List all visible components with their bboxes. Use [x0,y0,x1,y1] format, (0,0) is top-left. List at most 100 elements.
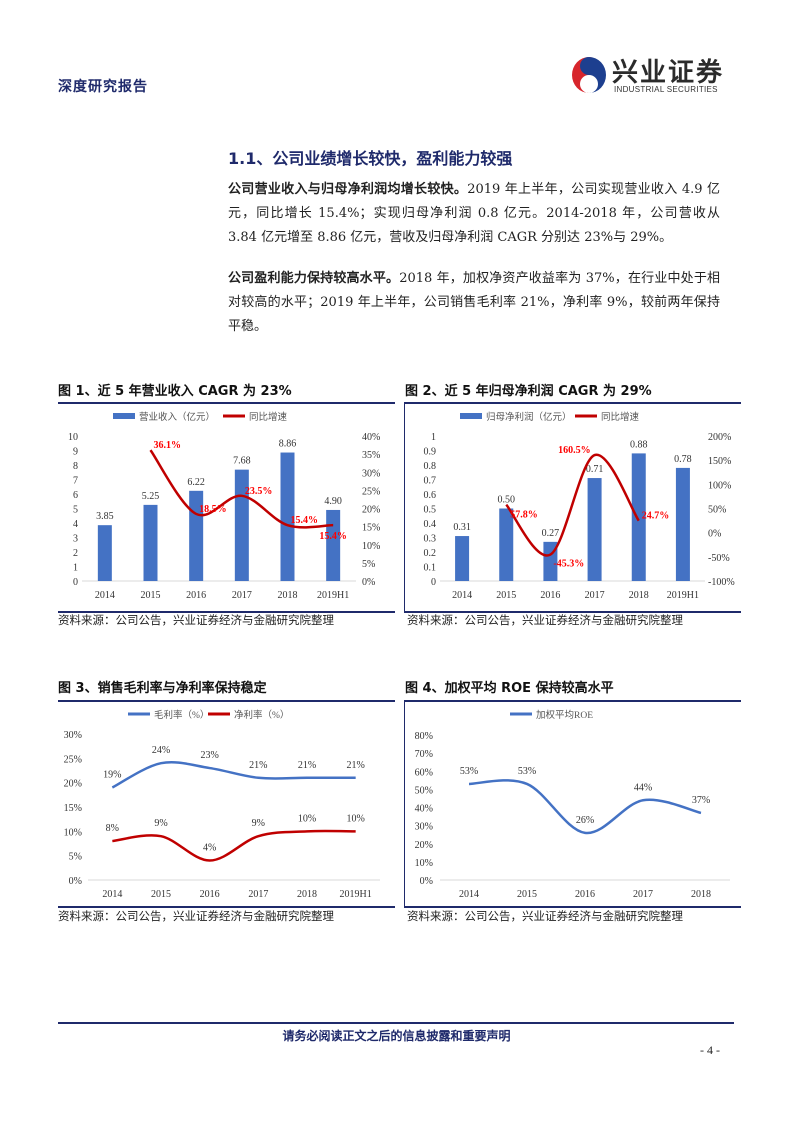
x-tick-label: 2018 [297,889,317,900]
line-data-label: 21% [346,760,364,771]
y-tick-label: 80% [415,731,433,742]
line-data-label: 26% [576,815,594,826]
y-tick-label: 0.2 [424,548,437,559]
line-data-label: 57.8% [510,510,538,521]
paragraph-revenue: 公司营业收入与归母净利润均增长较快。2019 年上半年，公司实现营业收入 4.9… [228,178,720,250]
line-data-label: 10% [298,813,316,824]
paragraph-body: 2019 年上半年，公司实现营业收入 4.9 亿元，同比增长 15.4%；实现归… [228,182,720,245]
x-tick-label: 2018 [691,889,711,900]
y-tick-label: 0.5 [424,505,437,516]
bar-data-label: 0.78 [674,454,692,465]
y-tick-label: 70% [415,749,433,760]
legend-label: 同比增速 [249,411,288,423]
figure-2-source: 资料来源：公司公告，兴业证券经济与金融研究院整理 [407,613,683,627]
bar-data-label: 0.31 [453,522,471,533]
line-data-label: 21% [249,760,267,771]
figure-2-chart: 0 0.1 0.2 0.3 0.4 0.5 0.6 0.7 0.8 0.9 1 -100% -50% 0%… [404,402,741,613]
paragraph-lead: 公司盈利能力保持较高水平。 [228,271,400,286]
bar-data-label: 4.90 [324,496,342,507]
legend-swatch-bar [113,413,135,419]
x-tick-label: 2019H1 [340,889,372,900]
y2-tick-label: 40% [362,432,380,443]
bar-data-label: 0.50 [498,495,516,506]
y-tick-label: 0.7 [424,476,437,487]
y-tick-label: 8 [73,461,78,472]
y-tick-label: 0.8 [424,461,437,472]
line-data-label: 10% [346,813,364,824]
line-data-label: 9% [252,818,265,829]
x-tick-label: 2014 [459,889,479,900]
bar [326,509,341,581]
bar [280,452,295,581]
bar [499,508,514,581]
logo-text-cn: 兴业证券 [612,58,725,88]
figure-3-source: 资料来源：公司公告，兴业证券经济与金融研究院整理 [58,909,334,923]
figure-1-chart: 0 1 2 3 4 5 6 7 8 9 10 0% 5% 10% 15% 20% 25% 30% 35% 40% 201… [58,402,395,613]
legend-label: 加权平均ROE [536,709,593,721]
x-tick-label: 2014 [452,590,472,601]
bar-data-label: 5.25 [142,491,160,502]
y-tick-label: 10% [64,827,82,838]
line-data-label: 23.5% [245,486,272,497]
y2-tick-label: 20% [362,505,380,516]
bar-data-label: 0.88 [630,439,648,450]
x-tick-label: 2018 [629,590,649,601]
roe-chart: 0% 10% 20% 30% 40% 50% 60% 70% 80% 2014 2015 2016 20… [415,709,730,900]
y-tick-label: 1 [73,563,78,574]
paragraph-profitability: 公司盈利能力保持较高水平。2018 年，加权净资产收益率为 37%，在行业中处于… [228,267,720,339]
series-line [112,829,356,862]
line-data-label: 9% [154,818,167,829]
legend-swatch-bar [460,413,482,419]
line-data-label: 44% [634,782,652,793]
y-tick-label: 20% [415,840,433,851]
x-tick-label: 2015 [517,889,537,900]
y2-tick-label: 5% [362,559,375,570]
y-tick-label: 4 [73,519,78,530]
y2-tick-label: 30% [362,468,380,479]
x-tick-label: 2014 [95,590,115,601]
y-tick-label: 0.6 [424,490,437,501]
x-tick-label: 2015 [151,889,171,900]
footer-disclaimer: 请务必阅读正文之后的信息披露和重要声明 [282,1029,511,1043]
figure-4-chart: 0% 10% 20% 30% 40% 50% 60% 70% 80% 2014 2015 2016 20… [404,700,741,908]
bar [455,536,470,581]
y-tick-label: 3 [73,534,78,545]
y-tick-label: 2 [73,548,78,559]
legend-label: 营业收入（亿元） [139,411,215,423]
line-data-label: 8% [106,823,119,834]
series-line [149,449,334,529]
y2-tick-label: 0% [708,529,721,540]
y-tick-label: 25% [64,754,82,765]
margin-chart: 0% 5% 10% 15% 20% 25% 30% 2014 2015 2016 2017 2018 2… [64,709,380,900]
bar-data-label: 0.71 [586,464,604,475]
y-tick-label: 50% [415,785,433,796]
figure-2-title: 图 2、近 5 年归母净利润 CAGR 为 29% [405,384,652,399]
line-data-label: 53% [518,766,536,777]
y-tick-label: 15% [64,803,82,814]
logo-swirl-icon [572,57,606,93]
series-line [505,453,640,557]
line-data-label: 23% [200,750,218,761]
line-data-label: 37% [692,795,710,806]
paragraph-lead: 公司营业收入与归母净利润均增长较快。 [228,182,468,197]
y-tick-label: 60% [415,767,433,778]
y2-tick-label: 100% [708,480,731,491]
y-tick-label: 1 [431,432,436,443]
company-logo: 兴业证券 INDUSTRIAL SECURITIES [570,52,735,98]
y2-tick-label: -100% [708,577,735,588]
figure-3-chart: 0% 5% 10% 15% 20% 25% 30% 2014 2015 2016 2017 2018 2… [58,700,395,908]
line-data-label: 53% [460,766,478,777]
bar [143,504,158,581]
line-data-label: -45.3% [553,559,584,570]
bar-data-label: 6.22 [187,477,205,488]
report-type-label: 深度研究报告 [58,79,148,95]
line-data-label: 160.5% [558,445,591,456]
line-data-label: 19% [103,770,121,781]
line-data-label: 15.4% [291,515,319,526]
y-tick-label: 0.4 [424,519,437,530]
bar-data-label: 0.27 [542,528,560,539]
bar [97,525,112,581]
legend-label: 同比增速 [601,411,640,423]
bar-data-label: 8.86 [279,439,297,450]
y2-tick-label: 200% [708,432,731,443]
